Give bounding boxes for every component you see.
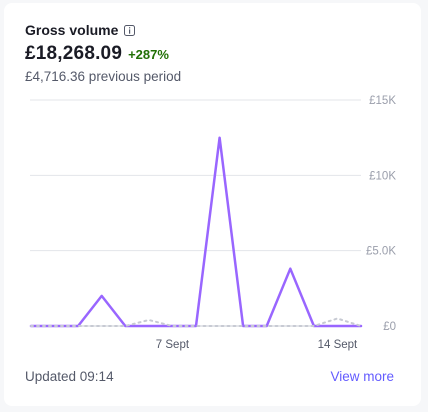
y-tick-label: £5.0K	[366, 246, 396, 258]
info-icon[interactable]	[124, 24, 136, 36]
x-tick-label: 7 Sept	[156, 339, 190, 351]
updated-time: Updated 09:14	[25, 369, 114, 384]
previous-period-line	[30, 317, 362, 327]
previous-period-amount: £4,716.36 previous period	[25, 69, 182, 84]
view-more-link[interactable]: View more	[330, 369, 394, 384]
value-row: £18,268.09 +287%	[25, 43, 169, 65]
y-tick-label: £0	[383, 321, 396, 333]
y-tick-label: £10K	[369, 170, 396, 182]
change-badge: +287%	[128, 47, 169, 62]
gross-volume-card: Gross volume £18,268.09 +287% £4,716.36 …	[4, 3, 421, 406]
x-tick-label: 14 Sept	[318, 339, 358, 351]
gross-volume-amount: £18,268.09	[25, 43, 123, 64]
current-period-line	[29, 136, 363, 328]
card-title: Gross volume	[25, 22, 119, 38]
gross-volume-chart: £15K £10K £5.0K £0 7 Sept 14 Sept	[29, 95, 396, 351]
y-tick-label: £15K	[369, 95, 396, 107]
card-header: Gross volume	[25, 22, 136, 38]
